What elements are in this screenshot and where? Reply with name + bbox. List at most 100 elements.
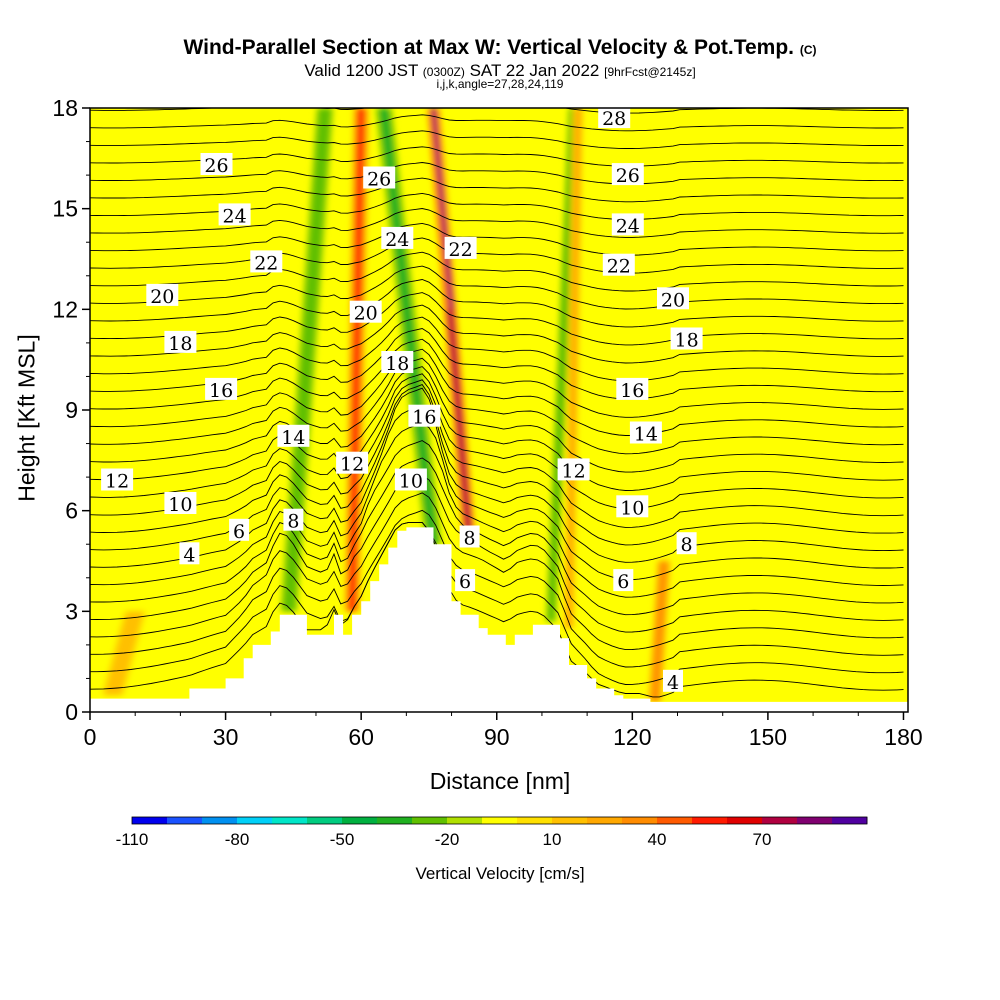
colorbar-swatch-12 xyxy=(552,817,588,824)
colorbar-swatch-18 xyxy=(762,817,798,824)
contour-label-21: 6 xyxy=(459,571,471,593)
x-tick-label-0: 0 xyxy=(84,724,97,750)
contour-label-19: 10 xyxy=(399,471,423,493)
contour-label-13: 26 xyxy=(367,169,391,191)
contour-label-9: 10 xyxy=(168,494,192,516)
contour-label-33: 6 xyxy=(617,571,629,593)
terrain xyxy=(90,527,908,712)
contour-label-box-9 xyxy=(164,492,197,514)
contour-label-8: 12 xyxy=(340,454,364,476)
contour-line-2 xyxy=(90,509,904,668)
contour-label-29: 14 xyxy=(634,424,658,446)
colorbar-swatch-7 xyxy=(377,817,413,824)
contour-line-21 xyxy=(90,279,904,328)
x-tick-label-4: 120 xyxy=(613,724,651,750)
contour-line-3 xyxy=(90,492,904,651)
colorbar-swatch-1 xyxy=(167,817,203,824)
plot-background xyxy=(90,108,908,712)
contour-label-18: 16 xyxy=(412,407,436,429)
velocity-band-2-2 xyxy=(380,108,438,545)
contour-label-box-5 xyxy=(205,377,238,400)
velocity-band-5-2 xyxy=(548,108,576,622)
velocity-band-4-2 xyxy=(431,108,454,310)
contour-line-24 xyxy=(90,237,904,274)
y-tick-label-4: 12 xyxy=(52,296,78,322)
contour-line-4 xyxy=(90,475,904,633)
contour-label-box-13 xyxy=(363,166,396,189)
contour-line-9 xyxy=(90,387,904,546)
colorbar-label: Vertical Velocity [cm/s] xyxy=(415,864,585,883)
contour-label-22: 28 xyxy=(602,108,626,130)
valid-prefix: Valid 1200 JST xyxy=(304,61,419,80)
colorbar-swatch-8 xyxy=(412,817,448,824)
colorbar-swatch-13 xyxy=(587,817,623,824)
colorbar-swatch-17 xyxy=(727,817,763,824)
pot-temp-contours xyxy=(90,108,904,698)
colorbar-swatch-14 xyxy=(622,817,658,824)
contour-label-32: 8 xyxy=(681,534,693,556)
colorbar-swatch-19 xyxy=(797,817,833,824)
contour-label-16: 20 xyxy=(354,303,378,325)
contour-line-22 xyxy=(90,265,904,310)
contour-label-box-8 xyxy=(336,451,369,474)
valid-zulu: (0300Z) xyxy=(422,65,465,79)
contour-line-0 xyxy=(90,521,904,698)
contour-line-18 xyxy=(90,316,904,382)
title-tag: (C) xyxy=(799,43,817,57)
contour-line-31 xyxy=(90,130,904,149)
contour-label-1: 24 xyxy=(223,205,247,227)
x-tick-label-6: 180 xyxy=(884,724,922,750)
contour-label-box-22 xyxy=(598,106,631,129)
contour-label-box-7 xyxy=(101,468,134,491)
contour-label-box-17 xyxy=(381,351,414,373)
chart-subtitle: Valid 1200 JST (0300Z) SAT 22 Jan 2022 [… xyxy=(0,61,1000,81)
contour-label-25: 22 xyxy=(607,256,631,278)
axes: 0 30 60 90 120 150 180 0 3 6 9 12 15 18 xyxy=(52,95,922,750)
colorbar-swatch-11 xyxy=(517,817,553,824)
x-tick-label-5: 150 xyxy=(749,724,787,750)
contour-label-box-3 xyxy=(146,283,179,306)
contour-label-box-18 xyxy=(408,404,441,427)
contour-label-2: 22 xyxy=(254,252,278,274)
contour-label-box-1 xyxy=(218,203,251,226)
colorbar-tick-label-1: -80 xyxy=(225,830,250,849)
contour-line-8 xyxy=(90,405,904,563)
contour-label-box-32 xyxy=(676,532,697,555)
contour-label-31: 10 xyxy=(620,497,644,519)
chart-title-text: Wind-Parallel Section at Max W: Vertical… xyxy=(183,36,794,59)
y-tick-label-0: 0 xyxy=(65,699,78,725)
contour-line-12 xyxy=(90,373,904,491)
contour-line-10 xyxy=(90,384,904,528)
contour-line-11 xyxy=(90,379,904,510)
colorbar-tick-label-0: -110 xyxy=(116,830,149,849)
contour-label-30: 12 xyxy=(562,460,586,482)
contour-label-27: 18 xyxy=(675,330,699,352)
contour-line-6 xyxy=(90,440,904,598)
colorbar-swatch-20 xyxy=(832,817,868,824)
x-axis-label: Distance [nm] xyxy=(429,768,571,794)
colorbar-tick-label-6: 70 xyxy=(753,830,772,849)
y-tick-label-5: 15 xyxy=(52,196,78,222)
contour-line-15 xyxy=(90,348,904,436)
contour-label-box-29 xyxy=(629,421,662,444)
contour-label-box-6 xyxy=(277,424,310,447)
valid-date: SAT 22 Jan 2022 xyxy=(469,61,600,80)
contour-line-26 xyxy=(90,208,904,238)
contour-line-7 xyxy=(90,422,904,581)
contour-label-14: 24 xyxy=(385,229,409,251)
contour-line-19 xyxy=(90,304,904,364)
colorbar-swatch-2 xyxy=(202,817,238,824)
contour-label-15: 22 xyxy=(449,239,473,261)
contour-label-4: 18 xyxy=(168,333,192,355)
colorbar-swatch-15 xyxy=(657,817,693,824)
contour-line-20 xyxy=(90,292,904,346)
contour-label-box-24 xyxy=(611,213,644,236)
y-tick-label-2: 6 xyxy=(65,498,78,524)
contour-label-12: 4 xyxy=(183,544,195,566)
contour-label-box-31 xyxy=(616,495,649,518)
contour-label-box-12 xyxy=(179,542,200,565)
y-tick-label-3: 9 xyxy=(65,397,78,423)
contour-label-box-2 xyxy=(250,250,283,273)
contour-line-25 xyxy=(90,222,904,256)
